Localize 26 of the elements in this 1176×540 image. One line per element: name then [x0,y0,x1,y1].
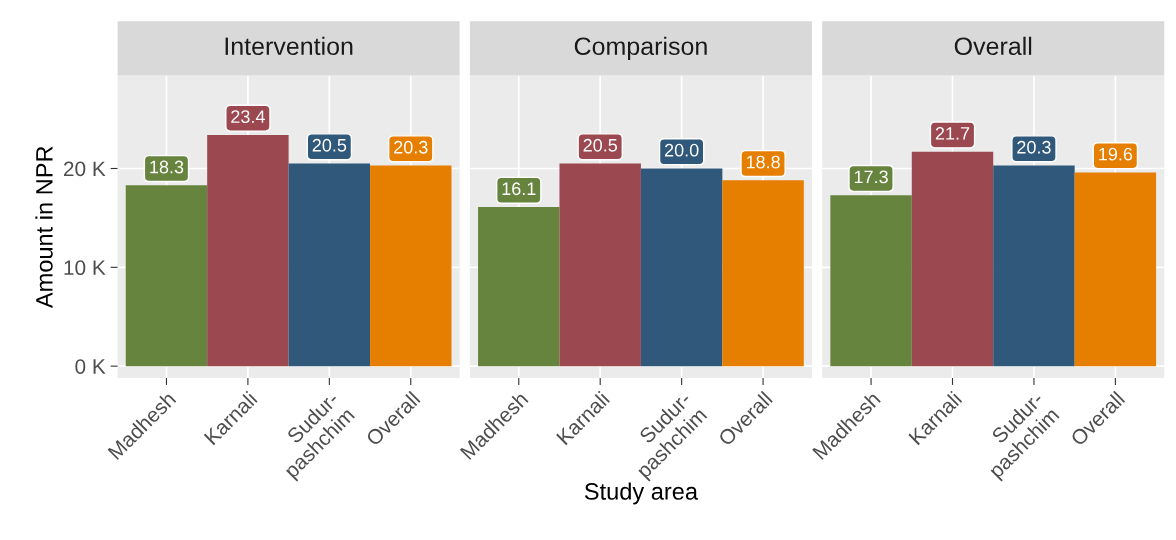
data-label: 19.6 [1099,147,1133,161]
chart-title: Comparison [574,36,707,61]
data-label: 21.7 [935,127,970,140]
bar [640,168,723,367]
data-label: 23.4 [231,110,265,123]
bar [478,207,560,367]
bar [125,185,208,367]
data-label: 18.3 [150,160,184,174]
chart-title: Intervention [225,36,353,56]
data-label: 20.3 [394,140,428,154]
data-label: 18.8 [746,155,780,169]
data-label: 20.5 [312,138,347,152]
bar [722,180,804,367]
data-label: 17.3 [854,170,888,184]
x-axis-title: Study area [584,482,699,505]
y-tick-label: 0 K [75,359,106,374]
data-label: 20.5 [583,138,618,152]
data-label: 16.1 [502,182,536,196]
data-label: 20.0 [664,143,699,157]
y-tick-label: 10 K [64,260,106,276]
bar [1074,172,1157,367]
data-label: 20.3 [1017,140,1051,154]
y-tick-label: 20 K [63,161,106,177]
bar [830,195,912,367]
y-axis-title: Amount in NPR [35,146,53,309]
chart-title: Overall [954,36,1032,56]
